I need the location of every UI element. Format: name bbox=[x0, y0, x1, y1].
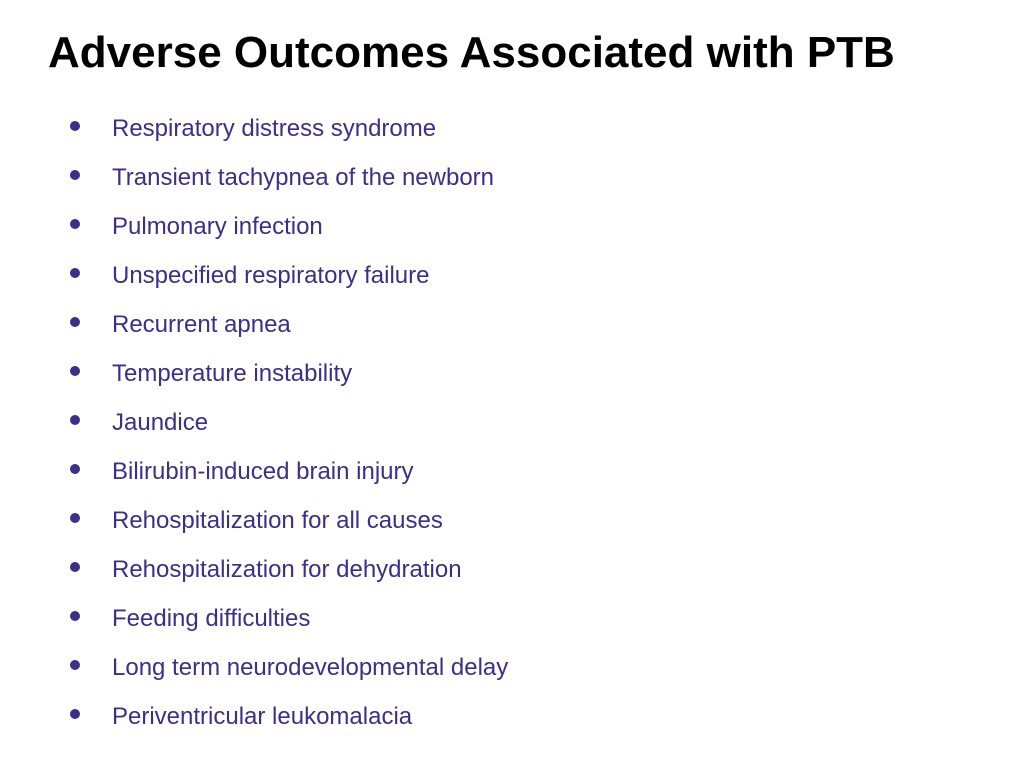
bullet-icon bbox=[70, 268, 80, 278]
list-item-text: Jaundice bbox=[112, 411, 208, 435]
bullet-icon bbox=[70, 709, 80, 719]
bullet-icon bbox=[70, 121, 80, 131]
list-item-text: Long term neurodevelopmental delay bbox=[112, 656, 508, 680]
list-item: Respiratory distress syndrome bbox=[70, 105, 984, 154]
list-item-text: Temperature instability bbox=[112, 362, 352, 386]
bullet-icon bbox=[70, 513, 80, 523]
bullet-icon bbox=[70, 317, 80, 327]
bullet-icon bbox=[70, 660, 80, 670]
list-item: Rehospitalization for dehydration bbox=[70, 546, 984, 595]
list-item: Periventricular leukomalacia bbox=[70, 693, 984, 742]
bullet-list: Respiratory distress syndrome Transient … bbox=[48, 105, 984, 742]
list-item-text: Recurrent apnea bbox=[112, 313, 291, 337]
list-item-text: Rehospitalization for all causes bbox=[112, 509, 443, 533]
bullet-icon bbox=[70, 611, 80, 621]
bullet-icon bbox=[70, 366, 80, 376]
list-item: Feeding difficulties bbox=[70, 595, 984, 644]
list-item-text: Pulmonary infection bbox=[112, 215, 323, 239]
list-item-text: Respiratory distress syndrome bbox=[112, 117, 436, 141]
list-item: Long term neurodevelopmental delay bbox=[70, 644, 984, 693]
list-item: Recurrent apnea bbox=[70, 301, 984, 350]
bullet-icon bbox=[70, 415, 80, 425]
slide-title: Adverse Outcomes Associated with PTB bbox=[48, 28, 984, 79]
list-item: Jaundice bbox=[70, 399, 984, 448]
list-item-text: Transient tachypnea of the newborn bbox=[112, 166, 494, 190]
list-item: Temperature instability bbox=[70, 350, 984, 399]
bullet-icon bbox=[70, 219, 80, 229]
list-item: Transient tachypnea of the newborn bbox=[70, 154, 984, 203]
slide: Adverse Outcomes Associated with PTB Res… bbox=[0, 0, 1024, 768]
bullet-icon bbox=[70, 170, 80, 180]
list-item-text: Unspecified respiratory failure bbox=[112, 264, 429, 288]
list-item: Unspecified respiratory failure bbox=[70, 252, 984, 301]
list-item: Pulmonary infection bbox=[70, 203, 984, 252]
list-item: Rehospitalization for all causes bbox=[70, 497, 984, 546]
list-item-text: Rehospitalization for dehydration bbox=[112, 558, 462, 582]
list-item-text: Periventricular leukomalacia bbox=[112, 705, 412, 729]
list-item-text: Feeding difficulties bbox=[112, 607, 310, 631]
list-item: Bilirubin-induced brain injury bbox=[70, 448, 984, 497]
bullet-icon bbox=[70, 464, 80, 474]
list-item-text: Bilirubin-induced brain injury bbox=[112, 460, 414, 484]
bullet-icon bbox=[70, 562, 80, 572]
